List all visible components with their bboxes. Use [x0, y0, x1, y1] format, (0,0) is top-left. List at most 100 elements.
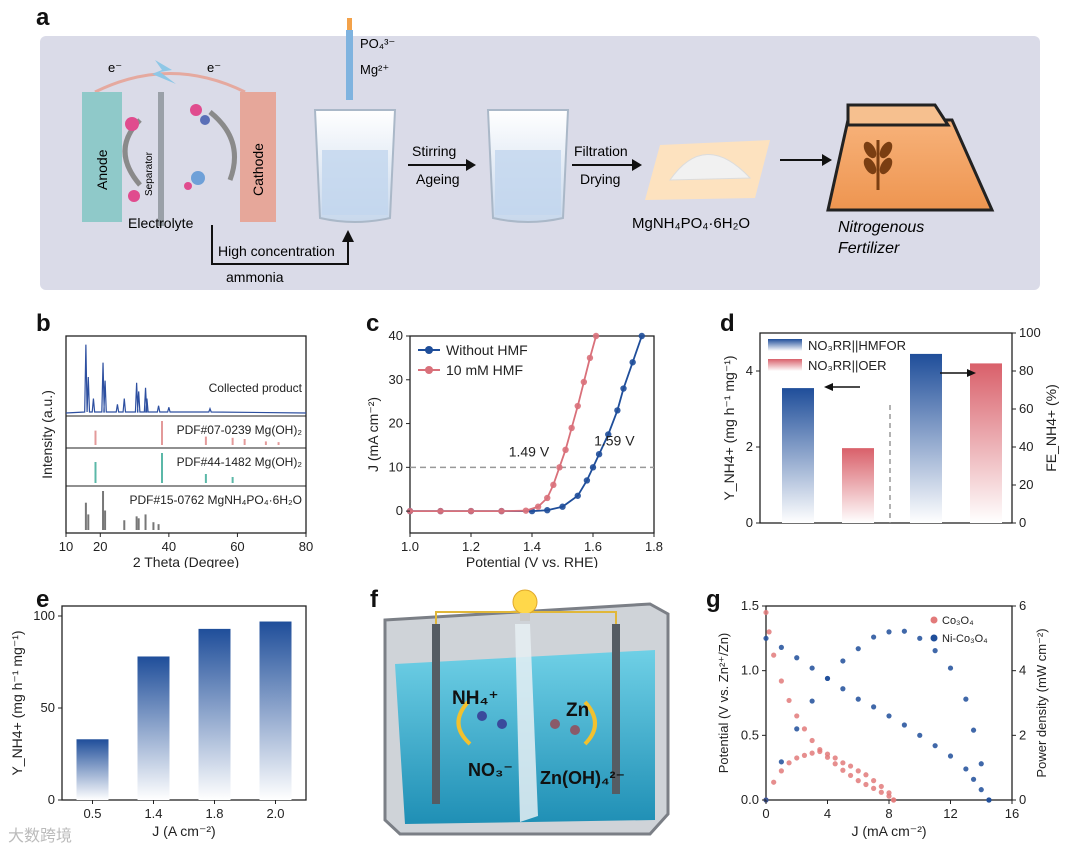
panel-label-b: b — [36, 310, 51, 337]
light-bulb-icon — [512, 589, 538, 615]
ion-icon — [570, 725, 580, 735]
x-tick-label: 0.5 — [83, 806, 101, 821]
bar — [259, 621, 292, 800]
series-point — [534, 503, 542, 510]
watermark-text: 大数跨境 — [8, 826, 73, 845]
arrowhead-icon — [967, 369, 976, 377]
panel-b: b Collected product PDF#07-0239 Mg(OH)₂ PD… — [0, 308, 330, 568]
nh4-label: NH₄⁺ — [452, 688, 499, 709]
y-tick-label-right: 60 — [1019, 401, 1033, 416]
wheat-grain — [879, 141, 893, 159]
data-point — [855, 696, 861, 702]
x-tick-label: 0 — [762, 806, 769, 821]
x-tick-label: 1.8 — [645, 539, 663, 554]
data-point — [778, 644, 784, 650]
data-point — [801, 726, 808, 732]
arrowhead-icon — [822, 154, 832, 166]
bar-yield — [842, 448, 874, 523]
molecule-icon — [128, 190, 140, 202]
pipette-icon — [346, 30, 353, 100]
powder-icon — [669, 154, 752, 181]
battery-schematic: NH₄⁺ NO₃⁻ Zn Zn(OH)₄²⁻ — [383, 589, 670, 836]
series-point — [586, 354, 594, 362]
data-point — [932, 743, 938, 749]
series-point — [574, 402, 581, 410]
legend-label: Co₃O₄ — [942, 615, 974, 627]
legend-swatch — [768, 339, 802, 351]
data-point — [832, 761, 838, 767]
molecule-icon — [200, 115, 210, 125]
panel-label-f: f — [370, 586, 378, 613]
legend-marker — [930, 616, 938, 624]
series-point — [562, 446, 569, 454]
y-tick-label-left: 2 — [746, 439, 753, 454]
y-tick-label-right: 40 — [1019, 439, 1033, 454]
electron-label-left: e⁻ — [108, 60, 122, 75]
cathode-electrode — [240, 92, 276, 222]
bulb-base — [520, 613, 530, 621]
y-tick-label-right: 0 — [1019, 792, 1026, 807]
panel-e: e 0.5 1.4 1.8 2.0 0 50 100 J (A cm⁻²) Y_NH4+ (mg… — [0, 584, 330, 854]
series-point — [614, 407, 621, 414]
panel-label-a: a — [36, 4, 50, 31]
panel-label-d: d — [720, 310, 735, 337]
right-electrode — [612, 624, 620, 794]
y-tick-label: 30 — [389, 372, 403, 387]
molecule-icon — [190, 104, 202, 116]
series-point — [522, 507, 530, 514]
data-point — [832, 755, 838, 761]
y-tick-label: 100 — [33, 608, 55, 623]
data-point — [963, 766, 969, 772]
zn-label: Zn — [566, 700, 589, 721]
data-point — [794, 713, 800, 719]
data-point — [794, 655, 800, 661]
y-tick-label-left: 0 — [746, 515, 753, 530]
data-point — [855, 646, 861, 652]
legend-label: Without HMF — [446, 342, 528, 358]
legend-marker — [930, 634, 938, 642]
series-point — [437, 507, 444, 515]
data-point — [901, 722, 907, 728]
axes-frame — [759, 332, 1013, 524]
data-point — [847, 772, 854, 779]
x-tick-label: 80 — [299, 539, 313, 554]
y-tick-label-right: 2 — [1019, 727, 1026, 742]
data-point — [863, 772, 869, 778]
data-point — [817, 748, 823, 755]
bar — [198, 628, 231, 800]
data-point — [794, 755, 800, 761]
yield-fe-chart: NO₃RR||HMFORNO₃RR||OER024020406080100Y_N… — [721, 325, 1059, 530]
cathode-label: Cathode — [250, 143, 266, 196]
x-tick-label: 1.8 — [205, 806, 223, 821]
data-point — [871, 634, 877, 640]
y-tick-label: 50 — [41, 700, 55, 715]
x-tick-label: 1.6 — [584, 539, 602, 554]
data-point — [917, 635, 923, 641]
x-axis-label: J (mA cm⁻²) — [851, 823, 926, 839]
discharge-chart: Co₃O₄ Ni-Co₃O₄ 0 4 8 12 16 0.0 0.5 1.0 1.5 0 2 4 6 J (m… — [716, 598, 1049, 839]
y-tick-label: 0 — [48, 792, 55, 807]
separator-label: Separator — [144, 151, 155, 196]
x-tick-label: 40 — [162, 539, 176, 554]
x-tick-label: 20 — [93, 539, 107, 554]
data-point — [978, 761, 984, 767]
panel-label-c: c — [366, 310, 380, 337]
y-axis-label-left: Y_NH4+ (mg h⁻¹ mg⁻¹) — [721, 355, 737, 500]
data-point — [771, 779, 777, 785]
fertilizer-label-1: Nitrogenous — [838, 219, 924, 236]
x-tick-label: 1.0 — [401, 539, 419, 554]
data-point — [878, 789, 884, 795]
left-cycle-arrow — [456, 700, 472, 746]
electron-path — [94, 72, 246, 94]
data-point — [840, 658, 846, 664]
x-tick-label: 60 — [230, 539, 244, 554]
series-point — [544, 507, 551, 514]
series-point — [544, 494, 551, 502]
schematic-a: e⁻ e⁻ Anode Separator Cathode Electrolyt… — [40, 18, 1040, 290]
right-cycle-arrow — [583, 700, 597, 746]
data-point — [763, 609, 769, 616]
high-concentration-label: High concentration — [218, 243, 335, 259]
data-point — [886, 629, 892, 635]
data-point — [917, 732, 923, 738]
data-point — [871, 778, 877, 784]
